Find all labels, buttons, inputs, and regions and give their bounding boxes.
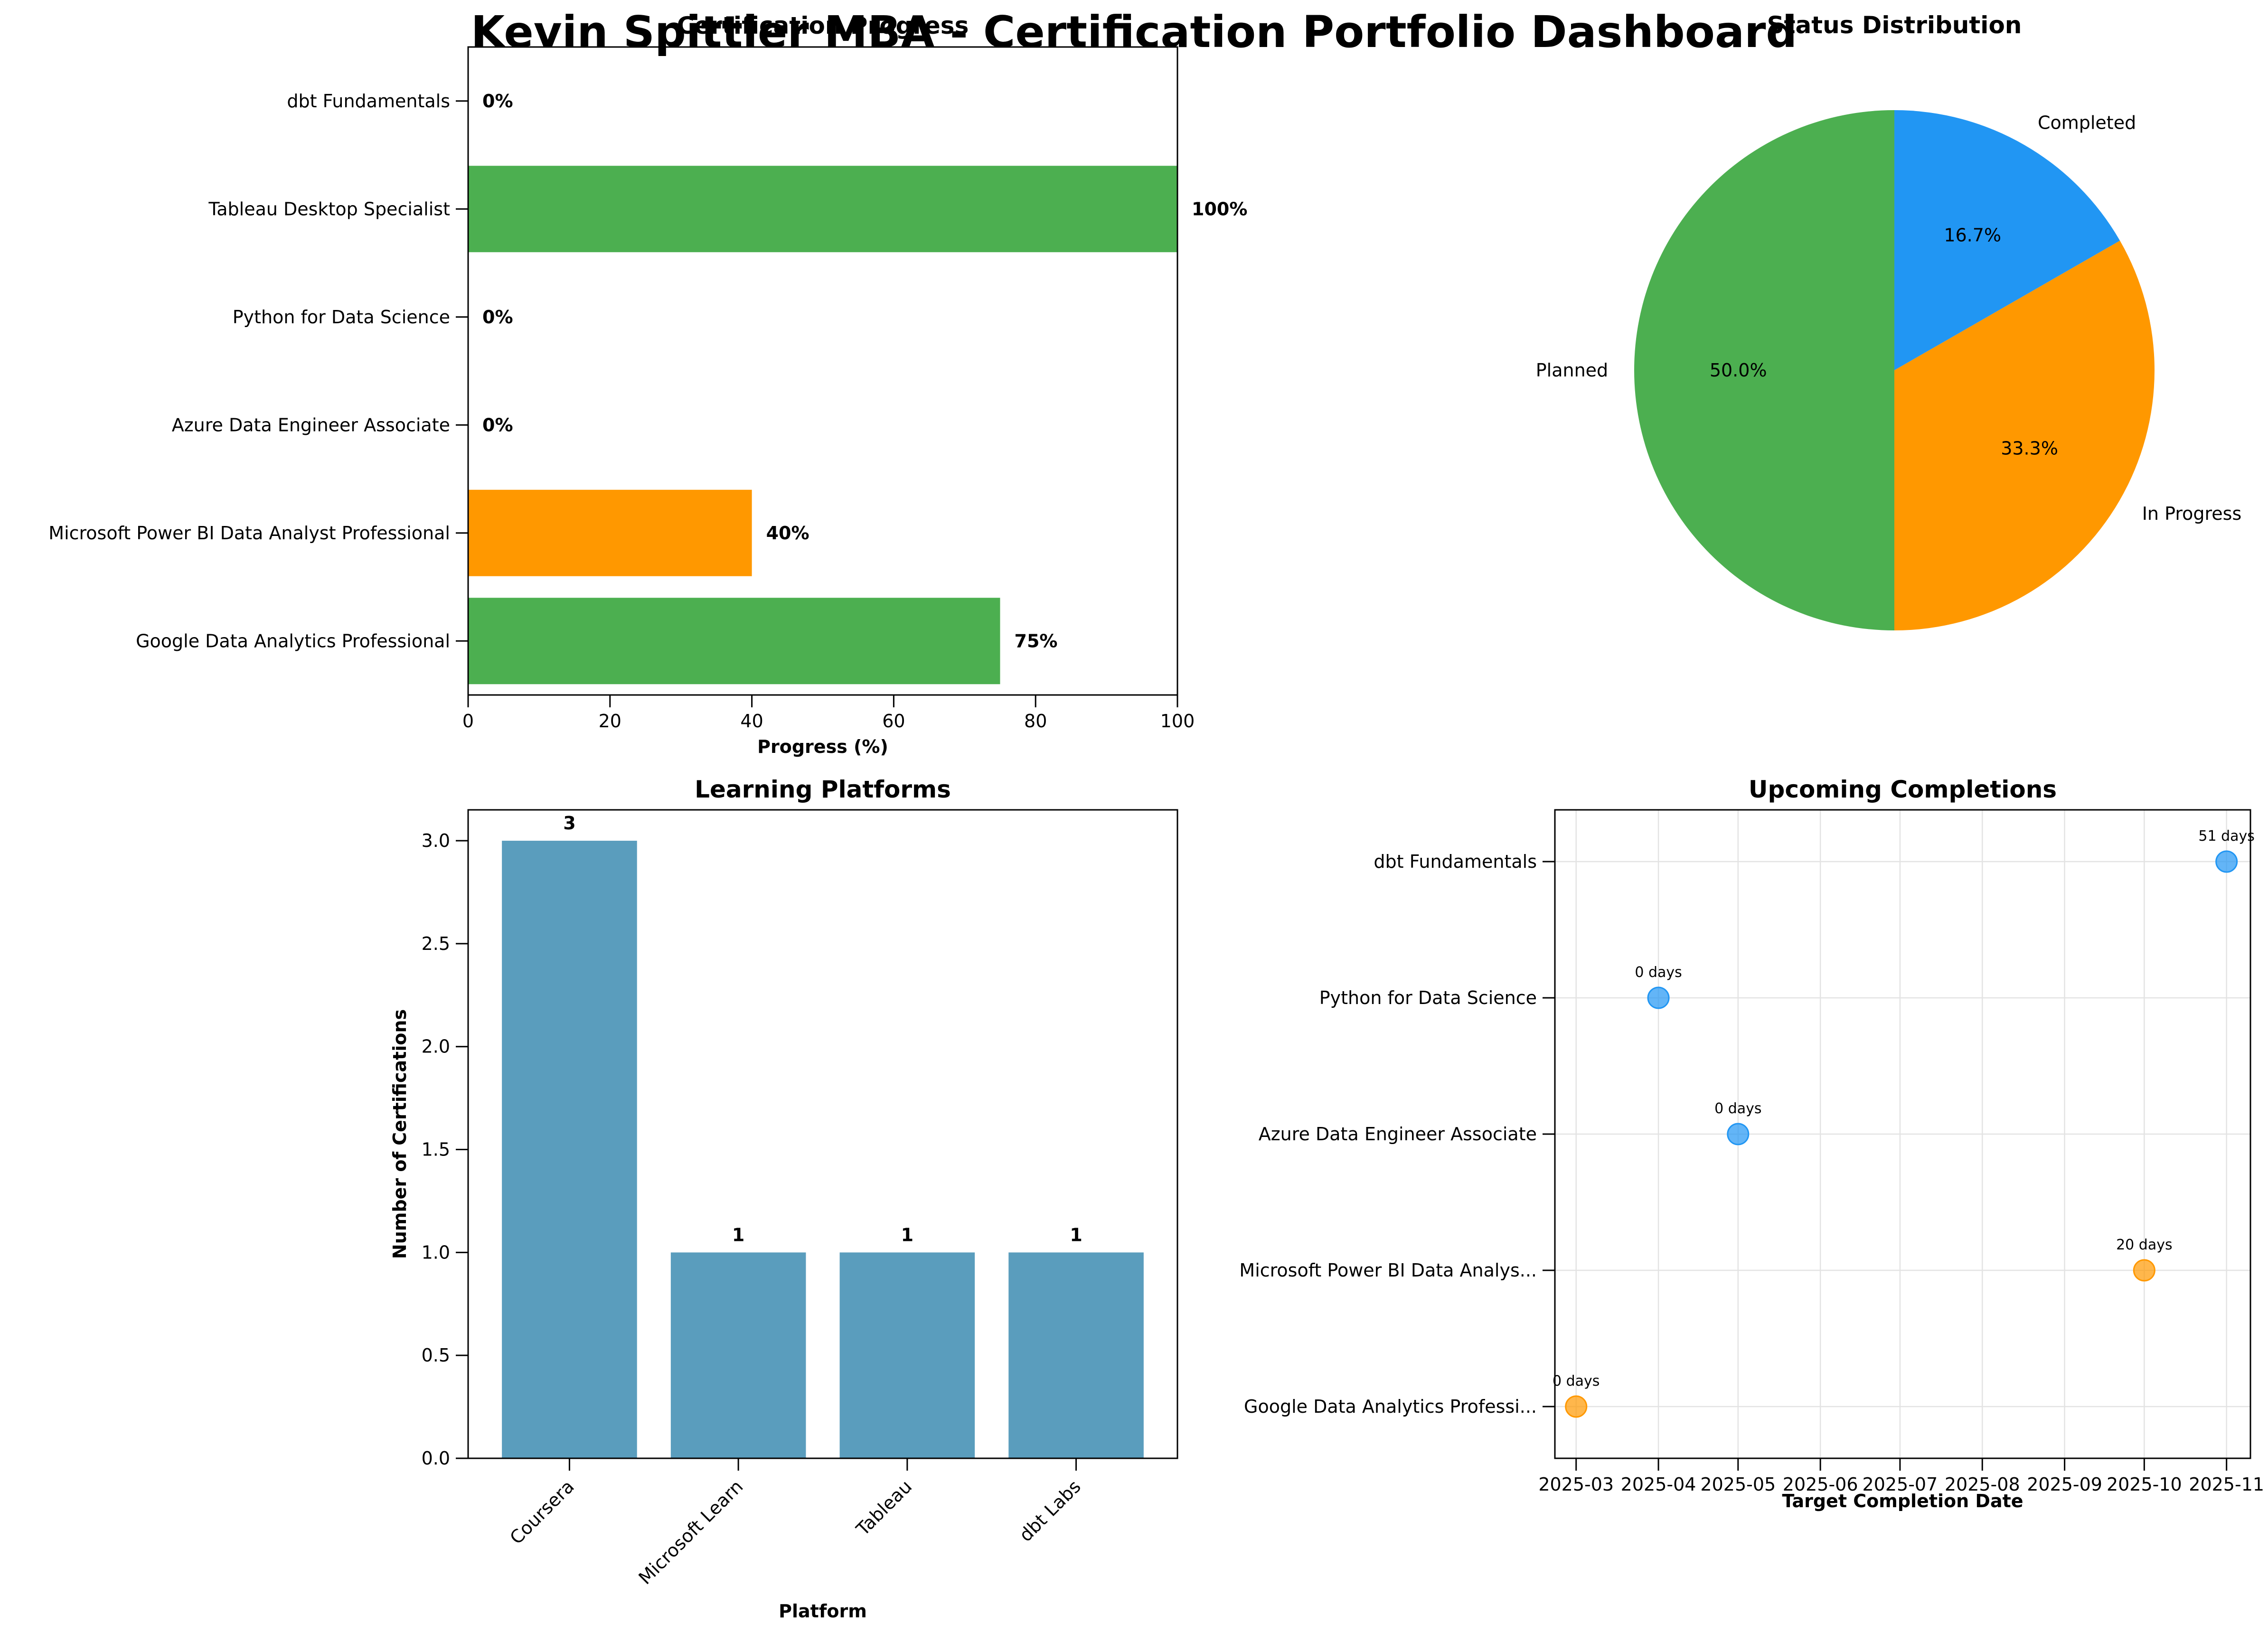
ytick-label: Tableau Desktop Specialist — [208, 198, 450, 219]
ytick-label: Python for Data Science — [1319, 987, 1537, 1008]
ytick-label: Microsoft Power BI Data Analyst Professi… — [48, 523, 450, 544]
pie-slice-planned — [1634, 110, 1894, 630]
value-label: 3 — [563, 813, 575, 834]
value-label: 75% — [1015, 630, 1058, 651]
point-label: 20 days — [2116, 1237, 2173, 1253]
bar-dbt-labs — [1008, 1252, 1144, 1458]
pie-slice-in-progress — [1894, 240, 2155, 630]
value-label: 1 — [1070, 1224, 1082, 1245]
ytick-label: Google Data Analytics Professional — [136, 630, 450, 651]
xtick-label: 2025-11 — [2189, 1474, 2264, 1495]
status-distribution-chart: 16.7% Completed 33.3% In Progress 50.0% Plann… — [1536, 11, 2242, 630]
learning-platforms-chart: 3 Coursera 1 Microsoft Learn 1 Tableau 1 dbt La… — [389, 776, 1178, 1622]
chart-title: Status Distribution — [1767, 11, 2022, 39]
point-label: 51 days — [2198, 828, 2255, 845]
pct-label: 16.7% — [1944, 225, 2001, 245]
bar-microsoft-learn — [670, 1252, 806, 1458]
xtick-label: Tableau — [852, 1476, 916, 1540]
xtick-label: dbt Labs — [1015, 1476, 1085, 1546]
value-label: 0% — [482, 414, 513, 435]
point-label: 0 days — [1714, 1100, 1761, 1117]
pct-label: 50.0% — [1710, 360, 1767, 381]
xtick-label: 100 — [1160, 711, 1195, 732]
ytick-label: Google Data Analytics Professi... — [1244, 1396, 1537, 1417]
xtick-label: Coursera — [506, 1476, 578, 1548]
ytick-label: Python for Data Science — [233, 307, 450, 328]
ytick-label: Azure Data Engineer Associate — [172, 414, 450, 435]
value-label: 1 — [732, 1224, 744, 1245]
ytick-label: 0.0 — [422, 1448, 450, 1469]
xtick-label: 2025-03 — [1538, 1474, 1614, 1495]
page-title: Kevin Spittler MBA - Certification Portf… — [471, 7, 1797, 57]
xtick-label: 80 — [1024, 711, 1047, 732]
ytick-label: 1.0 — [422, 1242, 450, 1263]
xtick-label: 20 — [599, 711, 621, 732]
xtick-label: 0 — [462, 711, 474, 732]
xtick-label: 40 — [740, 711, 763, 732]
value-label: 0% — [482, 307, 513, 328]
bar-coursera — [502, 841, 637, 1458]
bar-google-data-analytics-professional — [468, 598, 1000, 685]
point-microsoft-power-bi-data-analys — [2133, 1259, 2155, 1282]
x-axis-label: Platform — [779, 1601, 867, 1622]
point-label: 0 days — [1553, 1373, 1600, 1389]
ytick-label: 3.0 — [422, 830, 450, 851]
ytick-label: 2.0 — [422, 1036, 450, 1057]
xtick-label: 2025-06 — [1783, 1474, 1858, 1495]
axes-frame — [1554, 809, 2251, 1459]
axes-frame — [467, 46, 1178, 696]
bar-microsoft-power-bi-data-analyst-professional — [468, 489, 752, 576]
ytick-label: dbt Fundamentals — [287, 91, 450, 112]
slice-label: In Progress — [2142, 503, 2242, 524]
point-python-for-data-science — [1647, 986, 1670, 1009]
x-axis-label: Target Completion Date — [1782, 1491, 2023, 1511]
point-label: 0 days — [1635, 964, 1682, 981]
ytick-label: 2.5 — [422, 933, 450, 954]
point-dbt-fundamentals — [2215, 850, 2238, 873]
xtick-label: 60 — [882, 711, 905, 732]
value-label: 0% — [482, 91, 513, 112]
bar-tableau — [839, 1252, 975, 1458]
slice-label: Completed — [2038, 112, 2136, 133]
pct-label: 33.3% — [2001, 438, 2058, 459]
xtick-label: 2025-09 — [2027, 1474, 2102, 1495]
axes-frame — [467, 809, 1178, 1459]
certification-progress-chart: Google Data Analytics Professional 75% Mic… — [48, 12, 1247, 757]
ytick-label: Azure Data Engineer Associate — [1259, 1124, 1537, 1145]
ytick-label: dbt Fundamentals — [1374, 851, 1537, 872]
chart-title: Upcoming Completions — [1749, 776, 2057, 803]
xtick-label: 2025-10 — [2107, 1474, 2182, 1495]
upcoming-completions-chart: 2025-03 2025-04 2025-05 2025-06 2025-07 2025-… — [1239, 776, 2264, 1511]
ytick-label: 0.5 — [422, 1345, 450, 1366]
ytick-label: Microsoft Power BI Data Analys... — [1239, 1260, 1537, 1281]
xtick-label: Microsoft Learn — [634, 1476, 747, 1588]
bar-tableau-desktop-specialist — [468, 166, 1177, 253]
value-label: 100% — [1192, 198, 1247, 219]
slice-label: Planned — [1536, 360, 1608, 381]
ytick-label: 1.5 — [422, 1139, 450, 1160]
xtick-label: 2025-05 — [1700, 1474, 1776, 1495]
chart-title: Certification Progress — [677, 12, 969, 39]
chart-title: Learning Platforms — [695, 776, 951, 803]
xtick-label: 2025-07 — [1863, 1474, 1938, 1495]
y-axis-label: Number of Certifications — [389, 1009, 410, 1259]
x-axis-label: Progress (%) — [757, 736, 888, 757]
xtick-label: 2025-08 — [1945, 1474, 2020, 1495]
pie-slice-completed — [1894, 110, 2120, 370]
xtick-label: 2025-04 — [1621, 1474, 1696, 1495]
point-google-data-analytics-professi — [1565, 1395, 1588, 1418]
point-azure-data-engineer-associate — [1727, 1123, 1750, 1145]
value-label: 40% — [766, 523, 809, 544]
value-label: 1 — [901, 1224, 913, 1245]
